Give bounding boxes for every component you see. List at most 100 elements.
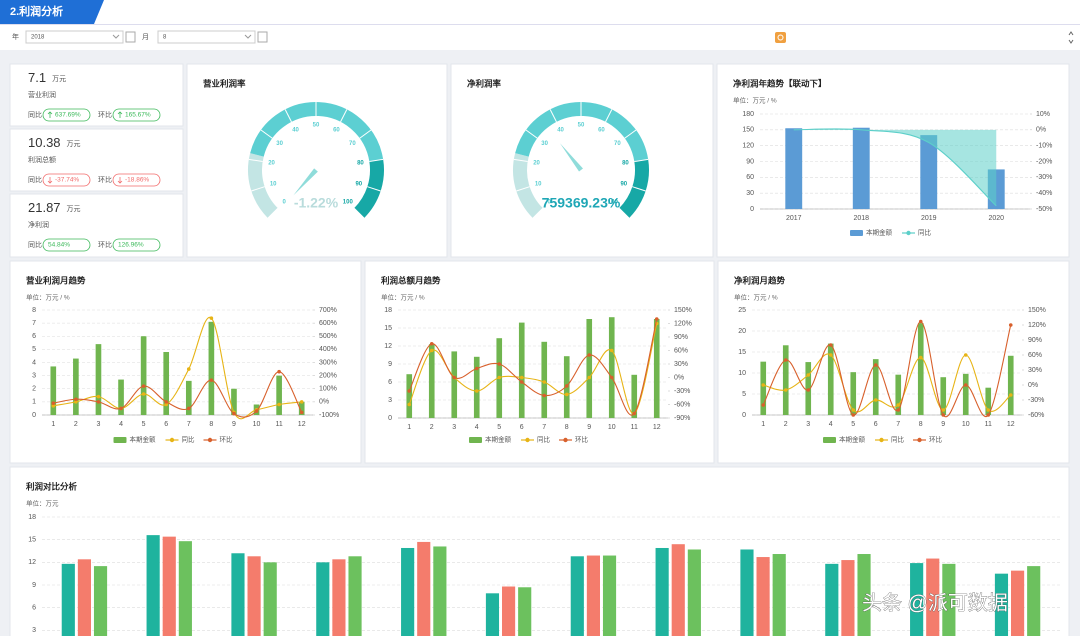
point — [828, 353, 833, 357]
point — [474, 389, 479, 393]
y-tick-label: 0 — [750, 206, 754, 213]
y2-tick-label: 100% — [319, 386, 337, 393]
x-tick-label: 12 — [298, 421, 306, 428]
y-tick-label: 9 — [388, 361, 392, 368]
bar — [872, 359, 879, 415]
point — [896, 408, 901, 412]
bar — [140, 336, 147, 415]
bar — [50, 366, 57, 415]
bar — [671, 544, 685, 636]
calendar-icon[interactable] — [257, 31, 268, 43]
month-select[interactable] — [157, 30, 256, 44]
year-select[interactable] — [25, 30, 124, 44]
gauge-tick — [367, 186, 381, 192]
card — [9, 260, 362, 464]
y2-tick-label: -60% — [674, 401, 690, 408]
point — [299, 410, 304, 415]
x-tick-label: 2020 — [988, 215, 1004, 222]
y-tick-label: 60 — [746, 174, 754, 181]
gauge-tick-label: 0 — [283, 199, 287, 205]
bar — [276, 375, 282, 415]
header-title: 2.利润分析 — [10, 4, 63, 18]
x-tick-label: 7 — [896, 421, 900, 428]
header-tab[interactable] — [0, 0, 104, 24]
x-tick-label: 1 — [51, 421, 55, 428]
kpi-badge — [42, 238, 91, 252]
x-tick-label: 8 — [919, 421, 923, 428]
chart-title: 营业利润月趋势 — [26, 275, 86, 285]
y-tick-label: 120 — [742, 143, 754, 150]
legend-swatch — [169, 437, 175, 443]
bar — [608, 317, 615, 418]
area — [793, 128, 997, 206]
gauge-tick-label: 30 — [541, 141, 548, 147]
bar — [962, 373, 969, 415]
legend-label: 环比 — [575, 435, 589, 444]
y2-tick-label: 0% — [1028, 382, 1038, 389]
point — [761, 403, 766, 407]
bar — [602, 555, 617, 636]
x-tick-label: 3 — [452, 424, 456, 431]
bar — [852, 127, 870, 209]
y-tick-label: 0 — [742, 412, 746, 419]
x-tick-label: 4 — [119, 421, 123, 428]
y2-tick-label: 400% — [319, 346, 337, 353]
y-tick-label: 12 — [28, 559, 36, 566]
bar — [473, 356, 480, 418]
gauge-tick — [632, 186, 646, 192]
legend-label: 环比 — [929, 435, 943, 444]
gauge-tick-label: 70 — [614, 141, 621, 147]
x-tick-label: 3 — [806, 421, 810, 428]
y-tick-label: 2 — [32, 386, 36, 393]
kpi-compare-value: 54.84% — [48, 242, 70, 249]
y-tick-label: 10 — [738, 370, 746, 377]
y-tick-label: 150 — [742, 127, 754, 134]
bar — [298, 401, 305, 415]
year-value: 2018 — [31, 35, 45, 41]
y-tick-label: 9 — [32, 582, 36, 589]
gauge-band — [515, 102, 649, 162]
point — [986, 408, 991, 412]
x-tick-label: 11 — [275, 421, 282, 428]
bar — [401, 547, 415, 636]
x-tick-label: 5 — [142, 421, 146, 428]
point — [164, 402, 169, 407]
bar — [760, 361, 767, 415]
y-tick-label: 0 — [32, 412, 36, 419]
gauge-tick — [340, 109, 348, 123]
gauge-needle — [293, 168, 318, 196]
x-tick-label: 12 — [1007, 421, 1015, 428]
point — [609, 375, 614, 380]
gauge-tick-label: 100 — [608, 199, 619, 205]
point — [828, 343, 833, 347]
bar — [785, 128, 803, 209]
x-tick-label: 7 — [542, 424, 546, 431]
kpi-badge — [42, 108, 91, 122]
gauge-tick-label: 30 — [276, 141, 283, 147]
month-label: 月 — [142, 33, 149, 41]
bar — [178, 541, 192, 636]
calendar-icon[interactable] — [125, 31, 136, 43]
bar — [940, 377, 947, 415]
gauge-band — [250, 102, 384, 162]
y-tick-label: 12 — [384, 343, 392, 350]
y-tick-label: 8 — [32, 307, 36, 314]
bar — [316, 562, 330, 636]
card — [716, 63, 1070, 258]
x-tick-label: 9 — [232, 421, 236, 428]
y-tick-label: 3 — [32, 627, 36, 634]
point — [851, 413, 856, 417]
refresh-button[interactable] — [775, 32, 786, 43]
point — [51, 404, 56, 408]
bar — [653, 319, 660, 418]
arrow-down — [47, 177, 53, 184]
scroll-icon[interactable] — [1068, 31, 1074, 44]
legend-swatch — [823, 437, 836, 443]
bar — [917, 323, 924, 415]
card — [717, 260, 1070, 464]
y2-tick-label: -30% — [674, 388, 690, 395]
bar — [994, 573, 1009, 636]
x-tick-label: 1 — [761, 421, 765, 428]
line — [793, 128, 997, 207]
point — [896, 403, 901, 407]
